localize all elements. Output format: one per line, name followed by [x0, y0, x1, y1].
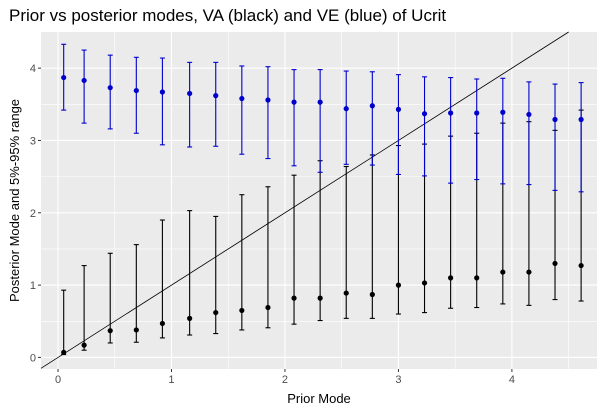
data-point — [159, 320, 166, 327]
data-point — [448, 275, 454, 281]
data-point — [421, 280, 428, 286]
data-point — [291, 99, 297, 105]
data-point — [474, 275, 480, 281]
data-point — [187, 90, 193, 97]
data-point — [526, 269, 532, 275]
data-point — [133, 87, 139, 94]
data-point — [578, 116, 584, 123]
data-point — [265, 304, 271, 311]
data-point — [213, 93, 219, 99]
data-point — [81, 77, 87, 84]
data-point — [107, 328, 113, 334]
y-tick-label: 0 — [30, 352, 36, 364]
data-point — [317, 295, 323, 301]
series-1 — [61, 43, 584, 193]
data-point — [395, 106, 402, 112]
x-tick-label: 2 — [282, 374, 288, 386]
data-point — [81, 342, 87, 348]
reference-line-layer — [40, 31, 569, 369]
data-point — [474, 110, 480, 116]
series-layer — [61, 43, 584, 356]
data-point — [61, 349, 67, 355]
data-point — [343, 106, 349, 112]
data-point — [395, 282, 402, 288]
data-point — [421, 111, 428, 117]
data-point — [526, 111, 532, 118]
data-point — [187, 315, 193, 321]
y-tick-label: 2 — [30, 208, 36, 220]
data-point — [265, 97, 271, 103]
y-tick-label: 3 — [30, 135, 36, 147]
data-point — [369, 291, 375, 298]
data-point — [159, 89, 166, 95]
data-point — [552, 260, 558, 267]
data-point — [552, 116, 558, 123]
reference-line — [40, 31, 569, 369]
tick-labels: 0 1 2 3 4 0 1 2 3 4 — [30, 63, 515, 386]
data-point — [578, 262, 584, 269]
data-point — [291, 295, 297, 301]
data-point — [369, 103, 375, 109]
x-tick-label: 3 — [395, 374, 401, 386]
x-tick-label: 1 — [168, 374, 174, 386]
data-point — [239, 307, 245, 314]
data-point — [500, 269, 506, 275]
y-axis-title: Posterior Mode and 5%-95% range — [7, 99, 22, 302]
data-point — [239, 95, 245, 102]
x-tick-label: 4 — [509, 374, 515, 386]
data-point — [61, 74, 67, 81]
data-point — [500, 109, 506, 115]
x-axis-title: Prior Mode — [287, 391, 351, 406]
data-point — [213, 309, 219, 316]
data-point — [317, 99, 323, 105]
chart-title: Prior vs posterior modes, VA (black) and… — [9, 6, 447, 25]
axis-ticks — [38, 67, 513, 372]
data-point — [343, 290, 349, 296]
x-tick-label: 0 — [55, 374, 61, 386]
data-point — [133, 327, 139, 333]
plot-panel — [41, 32, 597, 369]
data-point — [107, 85, 113, 91]
y-tick-label: 4 — [30, 63, 36, 75]
y-tick-label: 1 — [30, 280, 36, 292]
data-point — [448, 110, 454, 116]
